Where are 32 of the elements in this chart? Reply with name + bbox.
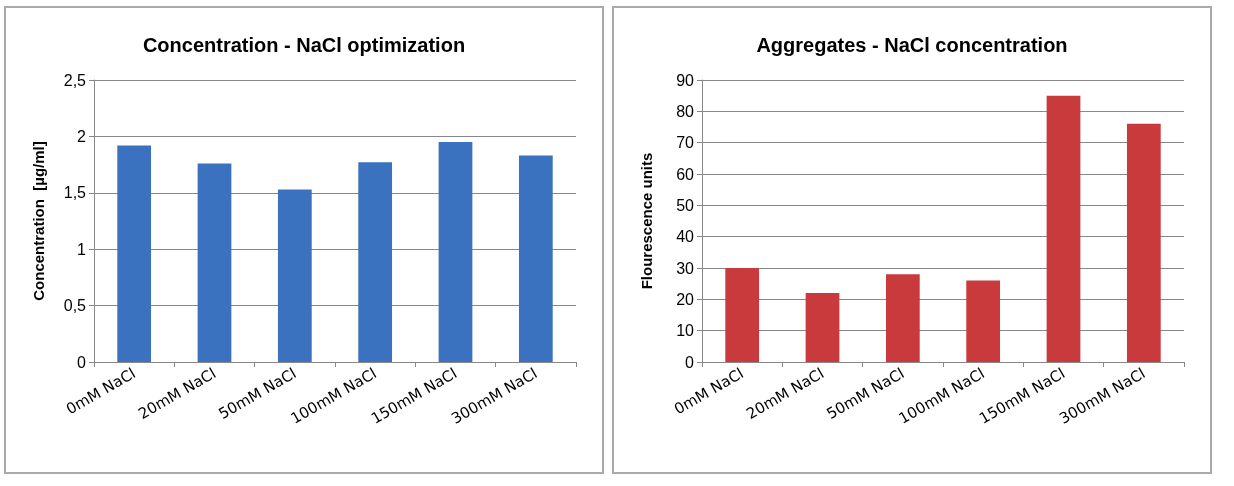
chart-title: Aggregates - NaCl concentration (756, 34, 1068, 56)
y-tick-label: 30 (676, 259, 695, 277)
y-tick-label: 10 (676, 322, 695, 340)
y-tick-label: 2,5 (63, 71, 87, 89)
bar (518, 155, 553, 362)
y-tick-label: 1 (77, 240, 87, 258)
y-tick-label: 70 (676, 134, 695, 152)
bar (1126, 123, 1161, 362)
bar (1046, 95, 1081, 362)
y-axis-title: Concentration [µg/ml] (30, 141, 47, 301)
bar (805, 293, 840, 362)
y-tick-label: 1,5 (63, 184, 87, 202)
bar (358, 162, 393, 362)
y-tick-label: 0 (685, 353, 695, 371)
bar (885, 274, 920, 362)
bar (438, 142, 473, 362)
y-tick-label: 0 (77, 353, 87, 371)
bar (966, 280, 1001, 362)
bar (197, 163, 232, 362)
y-tick-label: 0,5 (63, 297, 87, 315)
bar (117, 145, 152, 362)
y-tick-label: 60 (676, 165, 695, 183)
bar (277, 189, 312, 362)
y-axis-title: Flourescence units (638, 152, 655, 290)
y-tick-label: 90 (676, 71, 695, 89)
y-tick-label: 40 (676, 228, 695, 246)
y-tick-label: 20 (676, 290, 695, 308)
y-tick-label: 80 (676, 102, 695, 120)
bar (725, 268, 760, 362)
y-tick-label: 50 (676, 196, 695, 214)
y-tick-label: 2 (77, 127, 87, 145)
chart-title: Concentration - NaCl optimization (142, 34, 466, 56)
